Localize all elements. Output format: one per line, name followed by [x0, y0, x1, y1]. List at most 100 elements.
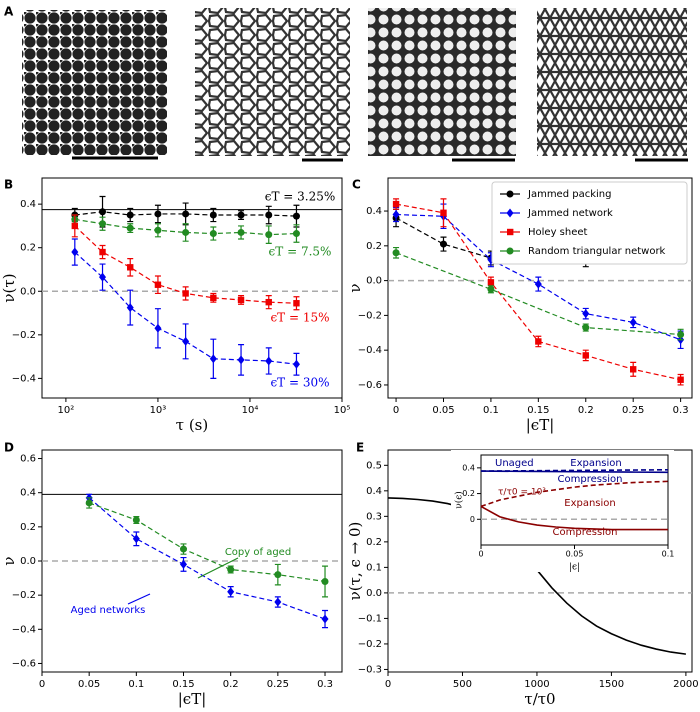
y-tick-label: 0.4 [366, 206, 382, 217]
marker [237, 355, 245, 365]
marker [677, 376, 684, 383]
y-tick-label: 0.5 [366, 460, 382, 471]
marker [209, 230, 217, 238]
y-tick-label: −0.4 [358, 345, 382, 356]
y-tick-label: 0.4 [462, 463, 475, 472]
series-line [480, 505, 668, 531]
marker [321, 577, 329, 585]
y-tick-label: 0.2 [366, 537, 382, 548]
x-axis-label: τ/τ0 [524, 690, 555, 708]
marker [127, 264, 134, 271]
series-line [395, 217, 586, 259]
x-tick-label: 10⁵ [334, 405, 351, 416]
y-tick-label: −0.2 [12, 590, 36, 601]
arrow [197, 557, 239, 579]
marker [71, 222, 79, 230]
legend-box [491, 181, 688, 265]
arrow [127, 593, 151, 605]
x-tick-label: 2000 [673, 679, 698, 690]
y-tick-label: −0.2 [358, 310, 382, 321]
series-line [395, 252, 681, 336]
marker [85, 499, 93, 507]
series-line [74, 218, 297, 236]
marker [535, 338, 542, 345]
x-tick-label: 0.2 [578, 405, 594, 416]
marker [582, 352, 589, 359]
micrograph [368, 8, 516, 156]
x-tick-label: 10² [58, 405, 75, 416]
marker [227, 587, 235, 597]
x-tick-label: 0.2 [223, 679, 239, 690]
marker [210, 294, 217, 302]
panel-label: E [356, 441, 364, 455]
y-tick-label: −0.6 [358, 380, 382, 391]
series-label: Expansion [564, 498, 616, 509]
marker [265, 211, 273, 219]
marker [582, 309, 590, 319]
marker [237, 296, 245, 304]
panel-label: B [4, 178, 13, 192]
marker [392, 200, 400, 208]
marker [292, 212, 300, 220]
marker [71, 247, 79, 257]
y-axis-label: ν(τ, ϵ → 0) [346, 522, 364, 601]
marker [237, 228, 245, 236]
marker [126, 211, 134, 219]
x-tick-label: 0.3 [317, 679, 333, 690]
y-tick-label: 0.2 [366, 241, 382, 252]
series-line [88, 502, 326, 583]
x-tick-label: 0.1 [662, 550, 675, 559]
series-label: Copy of aged [225, 547, 291, 558]
x-tick-label: 0.05 [432, 405, 454, 416]
y-tick-label: 0 [470, 515, 475, 524]
y-tick-label: −0.2 [358, 639, 382, 650]
legend-marker [507, 228, 514, 236]
y-tick-label: 0.6 [20, 454, 36, 465]
marker [534, 279, 542, 289]
marker [265, 231, 273, 239]
y-tick-label: 0.2 [20, 243, 36, 254]
y-tick-label: 0.0 [20, 286, 36, 297]
series-line [88, 497, 326, 620]
legend-label: Holey sheet [528, 227, 588, 238]
marker [392, 249, 400, 257]
marker [182, 336, 190, 346]
y-axis-label: ν(ϵ) [454, 491, 465, 509]
series-line [480, 470, 669, 474]
x-axis-label: |ϵT| [178, 690, 207, 708]
x-tick-label: 10⁴ [242, 405, 259, 416]
y-tick-label: −0.2 [12, 330, 36, 341]
marker [182, 210, 190, 218]
x-tick-label: 0.25 [267, 679, 289, 690]
marker [99, 248, 106, 256]
x-tick-label: 0 [393, 405, 399, 416]
marker [292, 359, 300, 369]
y-tick-label: 0.0 [366, 588, 382, 599]
marker [439, 240, 447, 248]
marker [487, 279, 495, 286]
y-tick-label: 0.4 [20, 488, 36, 499]
series-label: ϵT = 3.25% [265, 190, 336, 204]
x-tick-label: 0.1 [483, 405, 499, 416]
y-tick-label: −0.4 [12, 373, 36, 384]
x-tick-label: 0 [39, 679, 45, 690]
series-line [480, 480, 669, 508]
inset-background [451, 450, 674, 572]
marker [154, 281, 162, 288]
marker [99, 208, 107, 216]
series-label: Expansion [570, 458, 622, 469]
marker [99, 220, 107, 228]
marker [274, 571, 282, 579]
x-tick-label: 0.15 [172, 679, 194, 690]
series-label: Aged networks [71, 605, 146, 616]
marker [392, 210, 400, 220]
marker [321, 614, 329, 624]
panel-label: A [4, 5, 14, 19]
marker [182, 290, 189, 297]
marker [180, 559, 188, 569]
marker [227, 566, 235, 574]
x-axis-label: τ (s) [176, 416, 208, 434]
marker [487, 285, 495, 293]
micrograph [195, 8, 350, 156]
